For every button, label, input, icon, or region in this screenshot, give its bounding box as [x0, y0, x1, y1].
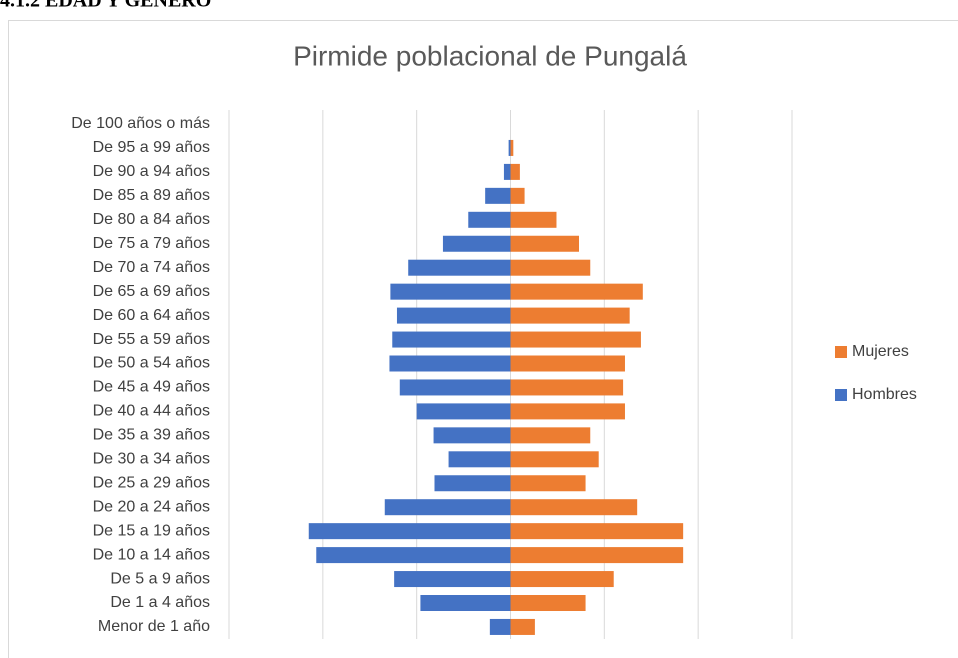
y-tick-label: De 55 a 59 años: [93, 331, 210, 348]
y-tick-label: Menor de 1 año: [98, 618, 210, 635]
bar: [510, 427, 591, 444]
bar: [308, 523, 511, 540]
y-tick-label: De 100 años o más: [71, 115, 210, 132]
bar: [416, 403, 511, 420]
bar: [510, 523, 684, 540]
y-tick-label: De 60 a 64 años: [93, 307, 210, 324]
bar: [510, 618, 535, 635]
bar: [510, 211, 557, 228]
bar: [510, 163, 520, 180]
y-tick-label: De 30 a 34 años: [93, 451, 210, 468]
bar: [389, 355, 511, 372]
bar: [434, 475, 511, 492]
legend-label: Mujeres: [852, 343, 909, 360]
chart-title: Pirmide poblacional de Pungalá: [293, 40, 687, 71]
y-tick-label: De 10 a 14 años: [93, 546, 210, 563]
bar: [399, 379, 511, 396]
bar: [510, 499, 638, 516]
bar: [390, 283, 511, 300]
y-tick-label: De 70 a 74 años: [93, 259, 210, 276]
y-tick-label: De 45 a 49 años: [93, 379, 210, 396]
y-tick-label: De 35 a 39 años: [93, 427, 210, 444]
bar: [510, 379, 624, 396]
bar: [510, 235, 579, 252]
y-tick-label: De 5 a 9 años: [110, 570, 210, 587]
bar: [510, 475, 586, 492]
bar: [392, 331, 511, 348]
y-tick-label: De 1 a 4 años: [110, 594, 210, 611]
legend-label: Hombres: [852, 386, 917, 403]
bar: [489, 618, 511, 635]
section-heading: 4.1.2 EDAD Y GÉNERO: [0, 0, 211, 12]
bar: [510, 139, 514, 156]
y-tick-label: De 85 a 89 años: [93, 187, 210, 204]
bar: [510, 451, 599, 468]
bar: [510, 283, 643, 300]
bar: [394, 571, 511, 588]
bar: [485, 187, 511, 204]
bar: [316, 547, 511, 564]
bar: [420, 595, 511, 611]
legend-swatch: [835, 346, 847, 358]
bar: [510, 307, 630, 324]
bar: [510, 331, 641, 348]
bar: [433, 427, 511, 444]
bar: [396, 307, 511, 324]
y-tick-label: De 20 a 24 años: [93, 498, 210, 515]
y-tick-label: De 25 a 29 años: [93, 474, 210, 491]
bar: [468, 211, 511, 228]
y-tick-label: De 40 a 44 años: [93, 403, 210, 420]
bar: [448, 451, 511, 468]
bar: [510, 571, 614, 588]
y-tick-label: De 75 a 79 años: [93, 235, 210, 252]
y-tick-label: De 65 a 69 años: [93, 283, 210, 300]
bar: [508, 139, 511, 156]
y-tick-label: De 90 a 94 años: [93, 163, 210, 180]
bar: [503, 163, 511, 180]
y-tick-label: De 95 a 99 años: [93, 139, 210, 156]
bar: [510, 403, 625, 420]
bar: [510, 355, 625, 372]
bar: [442, 235, 511, 252]
y-tick-label: De 50 a 54 años: [93, 355, 210, 372]
bar: [510, 547, 684, 564]
y-tick-label: De 15 a 19 años: [93, 522, 210, 539]
legend-swatch: [835, 389, 847, 401]
bar: [510, 259, 591, 276]
y-tick-label: De 80 a 84 años: [93, 211, 210, 228]
bar: [408, 259, 511, 276]
bar: [510, 595, 586, 611]
bar: [510, 187, 525, 204]
bar: [384, 499, 511, 516]
